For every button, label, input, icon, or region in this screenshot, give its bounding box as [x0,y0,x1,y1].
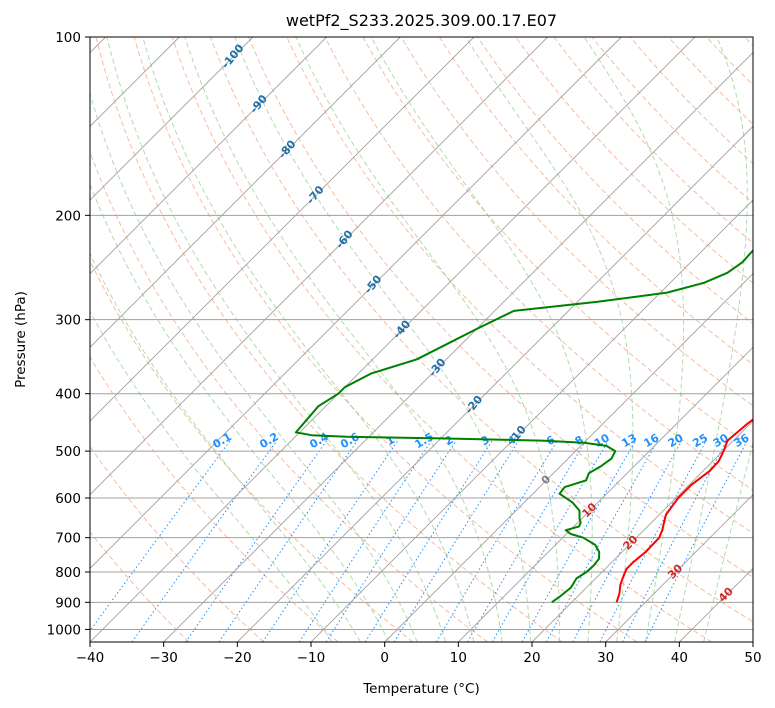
isotherm-line [384,273,753,642]
dry-adiabat-line [133,37,638,642]
dry-adiabat-line [591,37,753,204]
dewpoint-profile-line [294,248,753,604]
dry-adiabat-line [248,37,753,578]
mixing-ratio-line [644,440,748,642]
dry-adiabat-line [438,37,753,366]
dry-adiabat-line [477,37,753,325]
x-tick-label: −20 [223,650,252,666]
y-tick-label: 400 [55,387,81,403]
x-axis-label: Temperature (°C) [362,681,480,697]
isotherm-line [90,37,622,569]
mixing-ratio-line [131,440,278,642]
moist-adiabat-line [295,37,560,642]
dry-adiabat-line [286,37,753,534]
plot-area: 010203040-100-90-80-70-60-50-40-30-20-10… [90,37,753,642]
y-tick-label: 200 [55,208,81,224]
isotherm-line [90,37,327,275]
mixing-ratio-line [467,440,587,642]
isotherm-line [90,37,548,496]
isotherms [90,37,753,642]
isotherm-line [163,52,753,642]
moist-adiabat-line [465,37,634,642]
dry-adiabat-line [210,37,753,623]
dry-adiabat-line [324,37,753,491]
y-axis-ticks: 100 200 300 400 500 600 700 800 900 1000 [47,30,90,638]
mixing-ratio-line [90,440,231,632]
x-tick-label: −10 [297,650,326,666]
x-tick-label: −30 [149,650,178,666]
x-tick-label: 50 [744,650,761,666]
y-tick-label: 500 [55,444,81,460]
isobars [90,37,753,630]
mixing-ratio-line [621,440,728,642]
isotherm-line [90,37,401,348]
y-tick-label: 1000 [47,622,81,638]
moist-adiabat-line [674,37,748,642]
isotherm-line [237,125,753,642]
plot-frame [89,36,754,643]
moist-adiabat-line [90,252,362,642]
y-tick-label: 800 [55,565,81,581]
moist-adiabat-line [703,441,753,642]
moist-adiabat-line [142,37,475,642]
y-axis-label: Pressure (hPa) [13,291,29,388]
isotherm-line [310,199,753,642]
x-tick-label: −40 [76,650,105,666]
x-tick-label: 40 [671,650,688,666]
y-tick-label: 300 [55,313,81,329]
mixing-ratio-line [393,440,520,642]
y-tick-label: 900 [55,595,81,611]
y-tick-label: 700 [55,531,81,547]
isotherm-line [531,420,753,642]
moist-adiabat-line [583,37,685,642]
dry-adiabat-line [95,37,563,642]
isotherm-line [90,37,475,422]
isotherm-line [90,37,696,642]
mixing-ratio-line [298,440,432,642]
mixing-ratio-lines [90,440,748,642]
dry-adiabat-line [90,259,414,642]
temperature-profile-line [615,418,753,603]
mixing-ratio-line [185,440,328,642]
moist-adiabat-line [370,37,593,642]
mixing-ratio-line [599,440,707,642]
moist-adiabat-line [90,182,390,642]
x-axis-ticks: −40 −30 −20 −10 0 10 20 30 40 50 [76,642,762,666]
mixing-ratio-line [435,440,558,642]
moist-adiabat-line [90,91,418,642]
isotherm-line [458,346,753,642]
dry-adiabat-line [400,37,753,407]
dry-adiabat-line [90,356,339,642]
y-tick-label: 600 [55,491,81,507]
dry-adiabat-line [90,531,190,642]
dry-adiabat-line [553,37,753,244]
chart-title: wetPf2_S233.2025.309.00.17.E07 [286,11,557,31]
mixing-ratio-line [262,440,399,642]
moist-adiabats [90,37,753,642]
dry-adiabat-line [90,150,488,642]
mixing-ratio-line [521,440,637,642]
mixing-ratio-line [218,440,358,642]
isotherm-line [90,37,254,201]
x-tick-label: 0 [380,650,389,666]
moist-adiabat-line [234,37,532,642]
x-tick-label: 30 [597,650,614,666]
x-tick-label: 20 [523,650,540,666]
moist-adiabat-line [90,310,333,642]
y-tick-label: 100 [55,30,81,46]
isotherm-line [605,494,753,642]
moist-adiabat-line [106,37,447,642]
profile-series [294,248,753,604]
x-tick-label: 10 [450,650,467,666]
dry-adiabat-line [171,37,712,642]
